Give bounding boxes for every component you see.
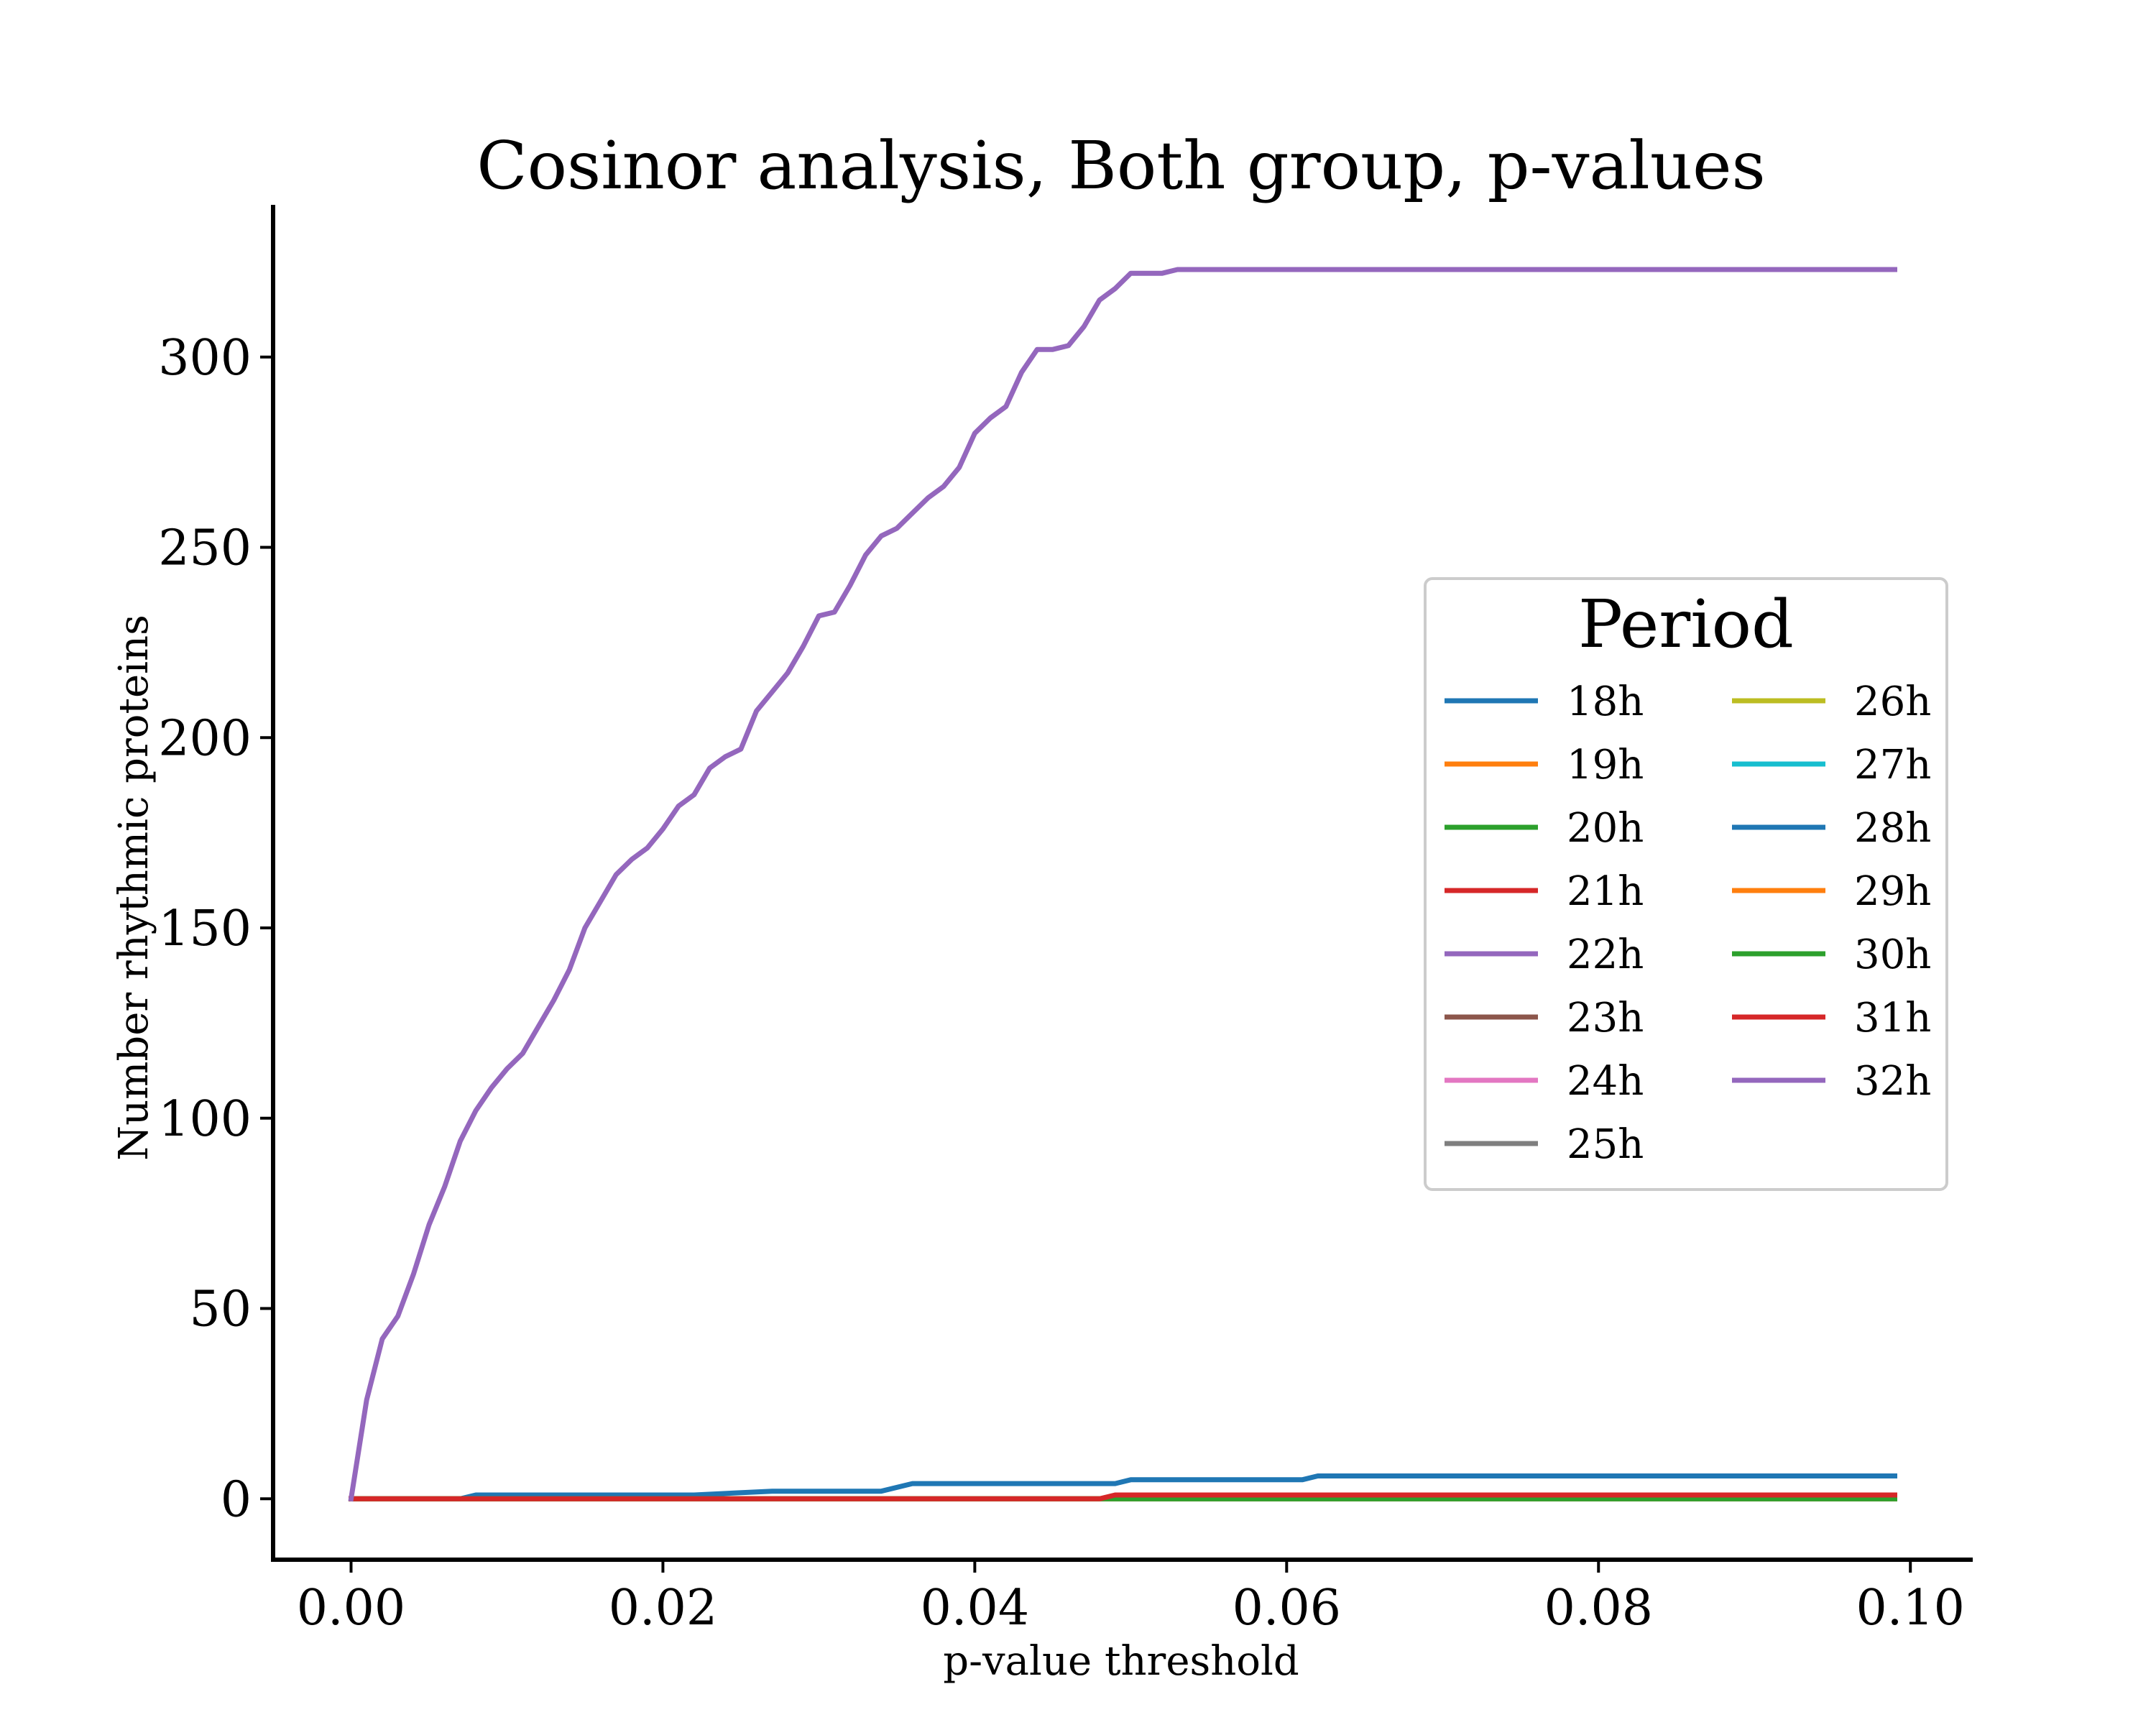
legend-item-18h: 18h [1445,678,1644,725]
y-tick-label: 250 [158,520,252,577]
legend-item-20h: 20h [1445,805,1644,852]
legend-item-19h: 19h [1445,742,1644,788]
legend-item-25h: 25h [1445,1121,1644,1168]
y-tick-label: 150 [158,901,252,957]
legend-label: 31h [1854,995,1931,1041]
legend-label: 32h [1854,1058,1931,1105]
legend-label: 19h [1567,742,1644,788]
series-line-31h [349,1492,1897,1501]
series-line-28h [349,1473,1897,1501]
legend-item-24h: 24h [1445,1058,1644,1105]
y-axis-label: Number rhythmic proteins [111,615,157,1161]
legend-item-21h: 21h [1445,868,1644,915]
x-tick-label: 0.00 [297,1580,405,1637]
x-tick-label: 0.10 [1856,1580,1965,1637]
legend-label: 20h [1567,805,1644,852]
axes-layer: 0.00 0.02 0.04 0.06 0.08 0.10 0 50 100 150 200 250 3… [158,205,1973,1637]
legend-label: 26h [1854,678,1931,725]
chart-title: Cosinor analysis, Both group, p-values [476,127,1765,204]
legend-label: 29h [1854,868,1931,915]
x-axis-label: p-value threshold [943,1638,1299,1685]
y-tick-label: 200 [158,710,252,767]
legend-label: 23h [1567,995,1644,1041]
legend-item-27h: 27h [1732,742,1931,788]
legend-item-23h: 23h [1445,995,1644,1041]
legend-label: 21h [1567,868,1644,915]
legend-label: 24h [1567,1058,1644,1105]
legend-label: 30h [1854,932,1931,978]
x-tick-label: 0.02 [609,1580,717,1637]
legend-item-28h: 28h [1732,805,1931,852]
legend-item-32h: 32h [1732,1058,1931,1105]
legend-item-31h: 31h [1732,995,1931,1041]
legend-item-22h: 22h [1445,932,1644,978]
y-tick-label: 0 [221,1471,252,1528]
y-tick-label: 50 [189,1282,252,1338]
legend-label: 22h [1567,932,1644,978]
legend: Period 18h 19h 20h 21h 22h 23h 24h 25h 26h 27h 28h… [1424,577,1948,1191]
legend-box [1424,577,1948,1191]
y-tick-label: 300 [158,330,252,387]
x-tick-label: 0.04 [921,1580,1029,1637]
legend-item-30h: 30h [1732,932,1931,978]
x-tick-label: 0.06 [1233,1580,1341,1637]
legend-label: 27h [1854,742,1931,788]
legend-label: 28h [1854,805,1931,852]
series-layer [348,267,1897,1502]
legend-item-29h: 29h [1732,868,1931,915]
legend-label: 18h [1567,678,1644,725]
series-line-32h [348,267,1897,1502]
legend-items: 18h 19h 20h 21h 22h 23h 24h 25h 26h 27h 28h 29h 30h 3… [1445,678,1931,1168]
y-tick-label: 100 [158,1091,252,1148]
legend-label: 25h [1567,1121,1644,1168]
x-tick-label: 0.08 [1544,1580,1653,1637]
legend-item-26h: 26h [1732,678,1931,725]
legend-title: Period [1578,586,1794,663]
